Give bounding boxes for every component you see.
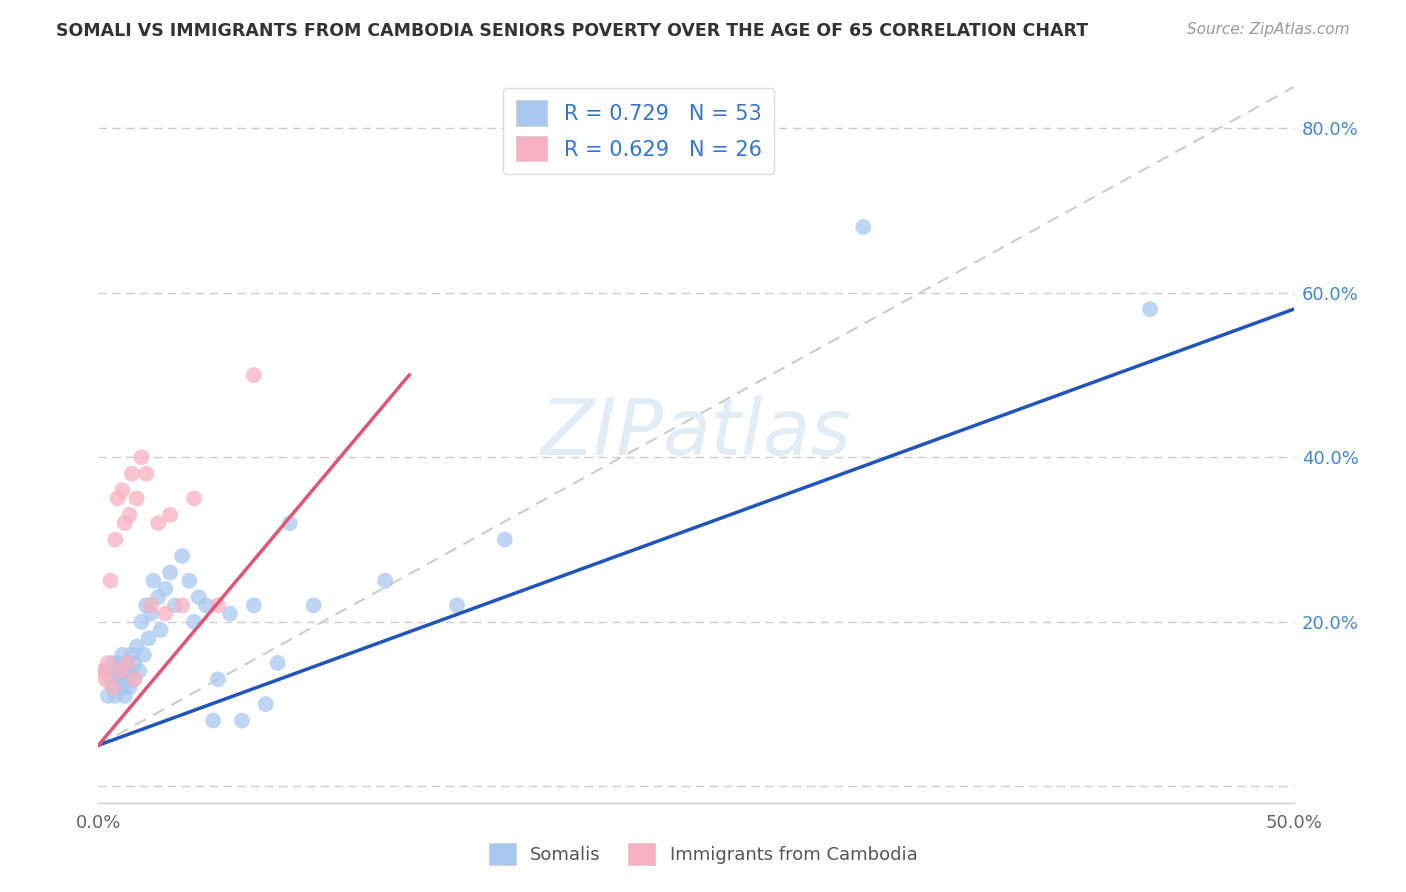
Point xyxy=(107,656,129,670)
Point xyxy=(132,648,155,662)
Point xyxy=(118,681,141,695)
Point xyxy=(125,491,148,506)
Point xyxy=(114,681,136,695)
Point xyxy=(155,582,177,596)
Legend: Somalis, Immigrants from Cambodia: Somalis, Immigrants from Cambodia xyxy=(481,836,925,872)
Point xyxy=(131,615,153,629)
Point xyxy=(104,664,127,678)
Point xyxy=(207,599,229,613)
Point xyxy=(159,566,181,580)
Point xyxy=(852,219,875,234)
Point xyxy=(104,533,127,547)
Point xyxy=(1139,302,1161,317)
Point xyxy=(111,673,134,687)
Point xyxy=(111,483,134,498)
Point xyxy=(124,673,146,687)
Point xyxy=(101,681,124,695)
Point xyxy=(446,599,468,613)
Point xyxy=(163,599,186,613)
Point xyxy=(101,656,124,670)
Point xyxy=(207,673,229,687)
Point xyxy=(125,640,148,654)
Point xyxy=(302,599,325,613)
Point xyxy=(115,673,138,687)
Point xyxy=(98,574,122,588)
Point xyxy=(111,648,134,662)
Point xyxy=(202,714,225,728)
Point xyxy=(108,681,131,695)
Point xyxy=(135,599,157,613)
Point xyxy=(97,689,120,703)
Point xyxy=(195,599,218,613)
Point xyxy=(124,673,146,687)
Point xyxy=(159,508,181,522)
Point xyxy=(149,623,172,637)
Point xyxy=(172,599,194,613)
Text: ZIPatlas: ZIPatlas xyxy=(540,394,852,471)
Point xyxy=(139,599,162,613)
Point xyxy=(183,491,205,506)
Legend: R = 0.729   N = 53, R = 0.629   N = 26: R = 0.729 N = 53, R = 0.629 N = 26 xyxy=(503,87,775,174)
Point xyxy=(115,656,138,670)
Point xyxy=(121,664,143,678)
Point xyxy=(231,714,253,728)
Point xyxy=(98,673,122,687)
Point xyxy=(148,516,170,530)
Point xyxy=(104,689,127,703)
Text: Source: ZipAtlas.com: Source: ZipAtlas.com xyxy=(1187,22,1350,37)
Point xyxy=(243,368,266,382)
Point xyxy=(101,681,124,695)
Point xyxy=(183,615,205,629)
Point xyxy=(107,673,129,687)
Point xyxy=(494,533,516,547)
Point xyxy=(118,664,141,678)
Point xyxy=(138,632,160,646)
Point xyxy=(709,121,731,136)
Point xyxy=(118,508,141,522)
Point xyxy=(179,574,201,588)
Point xyxy=(97,656,120,670)
Point xyxy=(172,549,194,563)
Point xyxy=(243,599,266,613)
Point xyxy=(114,689,136,703)
Point xyxy=(278,516,301,530)
Point xyxy=(131,450,153,465)
Point xyxy=(94,664,117,678)
Point xyxy=(142,574,165,588)
Point xyxy=(219,607,242,621)
Point xyxy=(267,656,290,670)
Point xyxy=(91,664,114,678)
Point xyxy=(108,664,131,678)
Point xyxy=(128,664,150,678)
Point xyxy=(121,467,143,481)
Point xyxy=(187,590,209,604)
Point xyxy=(148,590,170,604)
Point xyxy=(107,491,129,506)
Point xyxy=(114,516,136,530)
Point xyxy=(94,673,117,687)
Point xyxy=(124,656,146,670)
Point xyxy=(121,648,143,662)
Point xyxy=(374,574,396,588)
Text: SOMALI VS IMMIGRANTS FROM CAMBODIA SENIORS POVERTY OVER THE AGE OF 65 CORRELATIO: SOMALI VS IMMIGRANTS FROM CAMBODIA SENIO… xyxy=(56,22,1088,40)
Point xyxy=(155,607,177,621)
Point xyxy=(135,467,157,481)
Point xyxy=(115,656,138,670)
Point xyxy=(108,664,131,678)
Point xyxy=(254,697,277,711)
Point xyxy=(139,607,162,621)
